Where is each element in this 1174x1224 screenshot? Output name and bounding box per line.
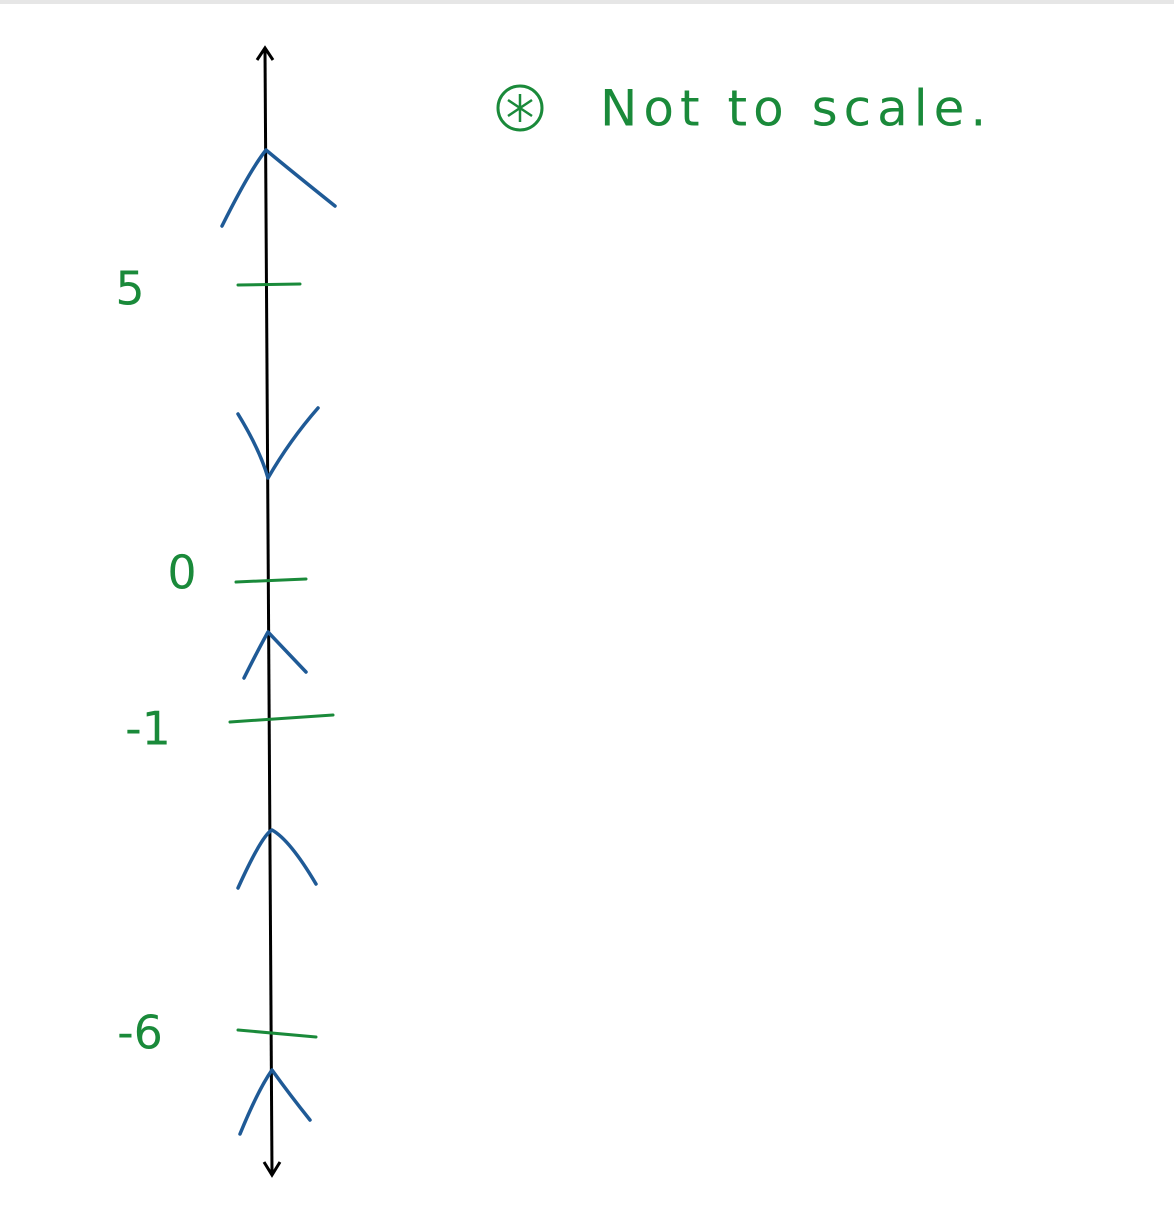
- axis-arrow-bottom: [262, 1161, 282, 1178]
- note: Not to scale.: [600, 80, 992, 138]
- flow-arrow-up: [220, 148, 337, 228]
- flow-arrow-up: [236, 828, 318, 890]
- tick: [236, 282, 302, 287]
- tick: [236, 1028, 318, 1039]
- tick: [228, 713, 335, 724]
- note-icon-star: [507, 94, 533, 122]
- label: -6: [117, 1006, 163, 1060]
- axis: [263, 49, 274, 1174]
- label: 0: [167, 546, 196, 600]
- flow-arrow-down: [236, 406, 320, 480]
- flow-arrow-up: [238, 1068, 312, 1136]
- tick: [234, 577, 308, 584]
- note-icon: [496, 84, 544, 132]
- top-bar: [0, 0, 1174, 4]
- axis-arrow-top: [255, 45, 275, 61]
- label: 5: [115, 262, 144, 316]
- label: -1: [125, 702, 171, 756]
- flow-arrow-up: [242, 630, 308, 680]
